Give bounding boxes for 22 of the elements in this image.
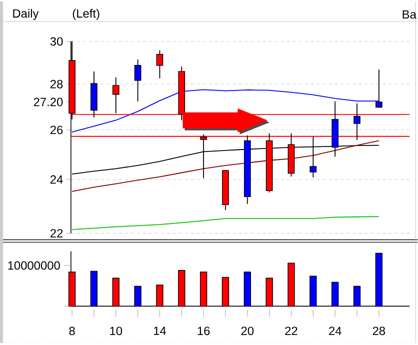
x-tick-label: 14 — [154, 326, 166, 336]
text: Ba — [402, 10, 416, 19]
candlestick — [156, 50, 164, 80]
x-tick-label: 10 — [110, 326, 122, 336]
y-tick-label: 24 — [50, 175, 63, 184]
x-tick-label: 28 — [372, 326, 386, 336]
y-tick-label: 22 — [50, 229, 63, 238]
y-tick-label: 28 — [50, 80, 63, 88]
line-series — [72, 140, 380, 192]
candlestick — [134, 59, 142, 102]
x-tick-label: 22 — [285, 326, 298, 336]
y-tick-label: 27.20 — [34, 98, 63, 106]
chart-title: Daily — [13, 9, 39, 20]
text: (Left) — [72, 9, 100, 20]
candlestick — [354, 103, 360, 141]
x-tick-label: 16 — [198, 326, 210, 336]
y-tick-label: 26 — [50, 126, 63, 134]
x-tick-label: 20 — [241, 326, 254, 336]
y-tick-label: 10000000 — [8, 261, 60, 270]
x-tick-label: 8 — [69, 326, 75, 336]
x-tick-label: 24 — [329, 326, 342, 336]
y-tick-label: 30 — [50, 37, 63, 46]
